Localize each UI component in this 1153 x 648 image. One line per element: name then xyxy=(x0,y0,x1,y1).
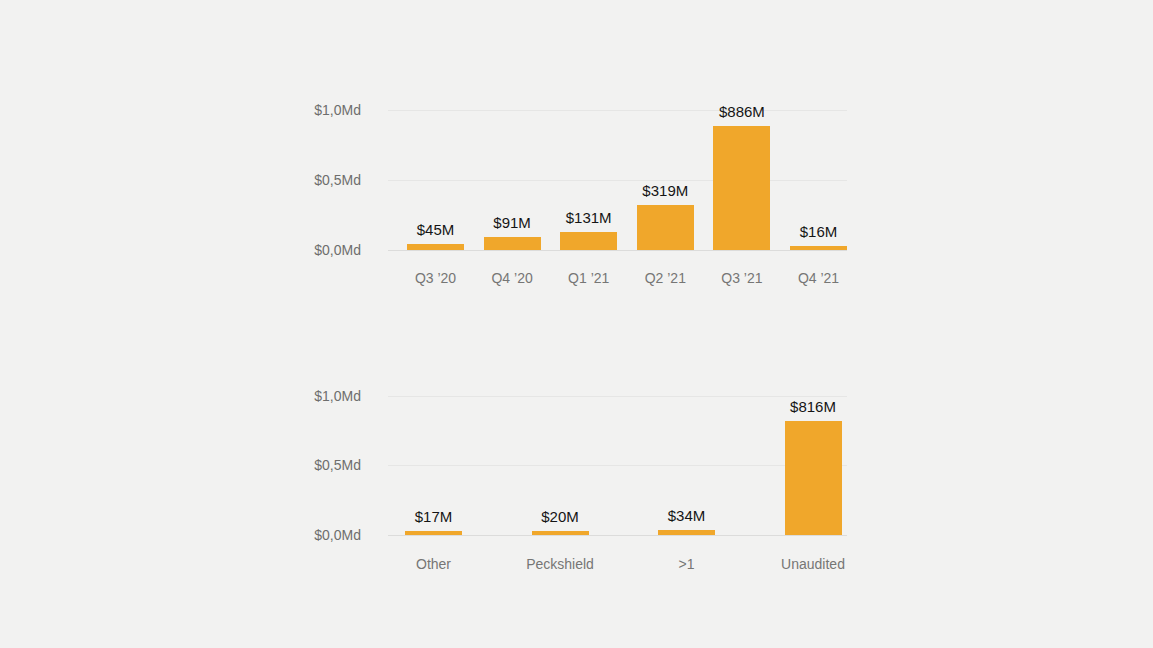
bar xyxy=(532,531,589,535)
y-axis-tick-label: $0,0Md xyxy=(314,527,361,543)
bar xyxy=(658,530,715,535)
y-axis-tick-label: $0,5Md xyxy=(314,457,361,473)
x-axis-category-label: Unaudited xyxy=(781,556,845,572)
gridline xyxy=(388,396,847,397)
x-axis-category-label: >1 xyxy=(679,556,695,572)
x-axis-baseline xyxy=(388,535,847,536)
bar-value-label: $17M xyxy=(415,508,453,525)
x-axis-category-label: Peckshield xyxy=(526,556,594,572)
bar-value-label: $34M xyxy=(668,507,706,524)
bar xyxy=(405,531,462,535)
x-axis-category-label: Other xyxy=(416,556,451,572)
bar-value-label: $816M xyxy=(790,398,836,415)
y-axis-tick-label: $1,0Md xyxy=(314,387,361,403)
gridline xyxy=(388,465,847,466)
bar xyxy=(785,421,842,535)
bottom-bar-chart: $1,0Md $0,5Md $0,0Md $17M Other $20M Peckshiel… xyxy=(0,0,1153,648)
bar-value-label: $20M xyxy=(541,508,579,525)
